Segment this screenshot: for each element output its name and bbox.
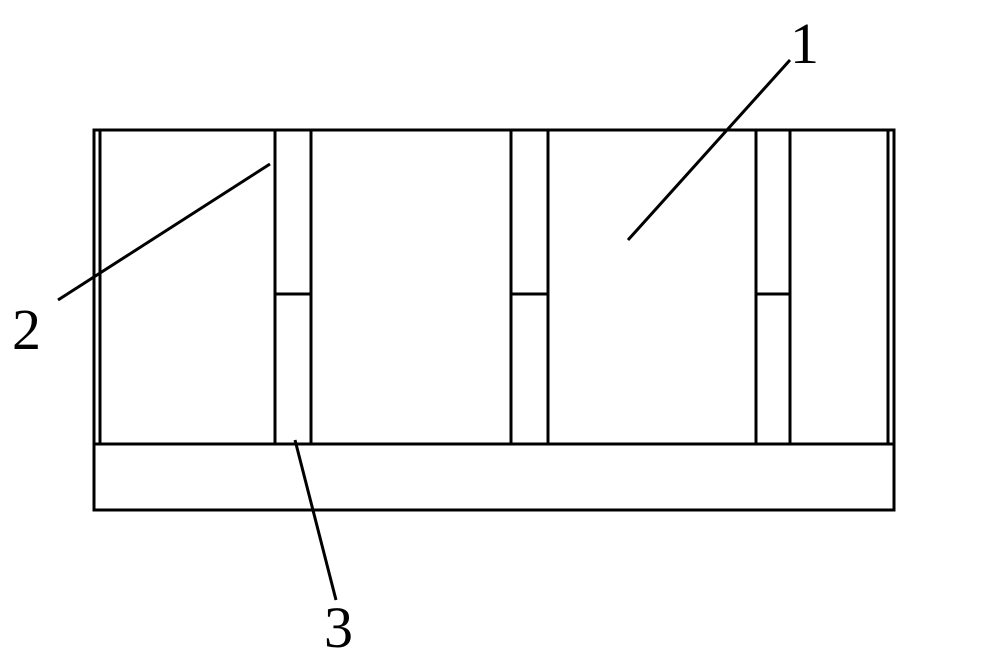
callout-label-2: 2 (12, 296, 41, 363)
diagram-canvas (0, 0, 1000, 658)
callout-label-1: 1 (790, 10, 819, 77)
callout-label-3: 3 (324, 594, 353, 661)
